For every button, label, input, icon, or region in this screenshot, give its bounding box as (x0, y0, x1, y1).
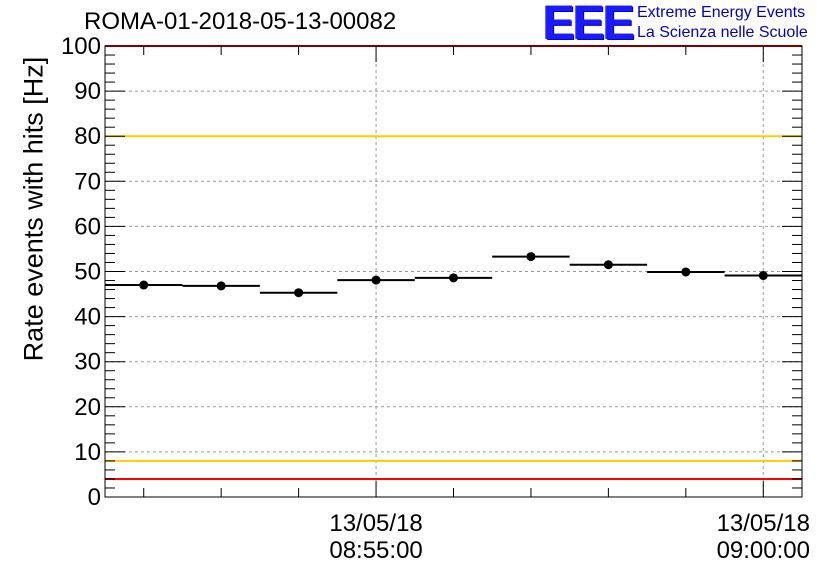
data-point (681, 267, 691, 277)
x-tick-label-date: 13/05/18 (329, 510, 422, 537)
y-tick-label: 30 (74, 349, 101, 376)
y-tick-label: 50 (74, 259, 101, 286)
y-tick-label: 90 (74, 78, 101, 105)
axis-ticks (105, 45, 802, 498)
x-tick-label-date: 13/05/18 (717, 510, 810, 537)
x-tick-label-time: 08:55:00 (329, 537, 422, 564)
y-tick-label: 20 (74, 394, 101, 421)
y-tick-label: 40 (74, 304, 101, 331)
logo-line-2: La Scienza nelle Scuole (637, 24, 808, 41)
y-tick-label: 60 (74, 213, 101, 240)
data-point (294, 288, 304, 298)
y-tick-label: 0 (88, 484, 101, 511)
y-tick-label: 100 (61, 33, 101, 60)
data-point (371, 275, 381, 285)
data-point (603, 260, 613, 270)
data-point (449, 273, 458, 283)
y-tick-labels: 0 10 20 30 40 50 60 70 80 90 100 (61, 33, 101, 511)
reference-lines (105, 45, 802, 480)
data-point (526, 252, 536, 262)
y-tick-label: 80 (74, 123, 101, 150)
y-axis-label: Rate events with hits [Hz] (18, 56, 49, 362)
data-point (216, 281, 226, 291)
y-tick-label: 70 (74, 168, 101, 195)
data-point (139, 280, 149, 290)
logo-line-1: Extreme Energy Events (637, 4, 806, 21)
eee-logo: EEE (543, 0, 635, 50)
y-tick-label: 10 (74, 439, 101, 466)
chart-title: ROMA-01-2018-05-13-00082 (84, 8, 397, 35)
data-point (758, 271, 768, 281)
x-tick-label-time: 09:00:00 (717, 537, 810, 564)
data-points (105, 252, 802, 298)
